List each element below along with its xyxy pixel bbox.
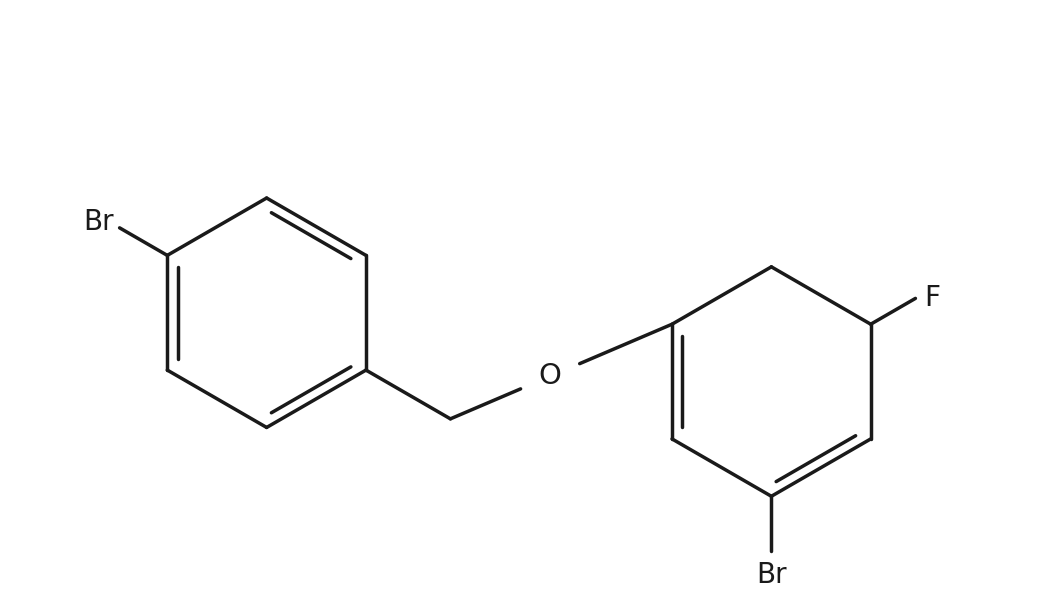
Text: Br: Br xyxy=(756,561,787,589)
Text: O: O xyxy=(539,362,562,391)
Text: F: F xyxy=(925,284,940,313)
Text: Br: Br xyxy=(83,208,114,236)
